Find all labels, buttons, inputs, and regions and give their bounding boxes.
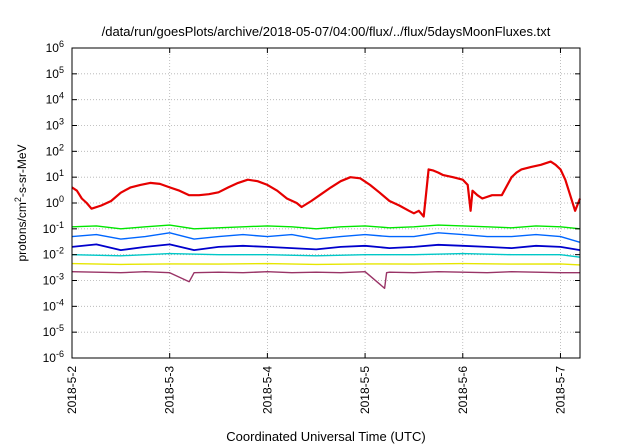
- y-tick-label: 10-4: [43, 297, 64, 313]
- x-tick-label: 2018-5-7: [553, 366, 567, 414]
- y-axis-ticks: 10-6 10-5 10-4 10-3 10-2 10-1 100 101 102 103 104 1…: [43, 39, 580, 365]
- grid: [72, 48, 580, 358]
- y-axis-label-sup: 2: [13, 197, 23, 202]
- y-axis-label: protons/cm2-s-sr-MeV: [13, 144, 29, 261]
- series-line: [71, 262, 581, 266]
- chart-title: /data/run/goesPlots/archive/2018-05-07/0…: [102, 24, 551, 39]
- y-tick-label: 106: [46, 39, 64, 55]
- y-tick-label: 10-3: [43, 272, 64, 288]
- y-tick-label: 102: [46, 142, 64, 158]
- y-tick-label: 100: [46, 194, 64, 210]
- plot-area: [71, 47, 582, 359]
- series-line: [71, 252, 581, 258]
- x-axis-label: Coordinated Universal Time (UTC): [226, 429, 425, 444]
- y-axis-label-base: protons/cm: [15, 202, 29, 261]
- x-tick-label: 2018-5-3: [163, 366, 177, 414]
- x-tick-label: 2018-5-2: [65, 366, 79, 414]
- series-line: [71, 224, 581, 230]
- y-tick-label: 10-1: [43, 220, 64, 236]
- series-line: [71, 160, 582, 218]
- y-tick-label: 10-6: [43, 349, 64, 365]
- series-line: [71, 271, 580, 289]
- x-tick-label: 2018-5-5: [358, 366, 372, 414]
- y-tick-label: 104: [46, 91, 64, 107]
- y-tick-label: 10-5: [43, 323, 64, 339]
- x-tick-label: 2018-5-6: [456, 366, 470, 414]
- plot-border: [71, 47, 581, 359]
- series-line: [71, 232, 581, 243]
- y-tick-label: 105: [46, 65, 64, 81]
- series-lines: [71, 160, 582, 289]
- y-tick-label: 101: [46, 168, 64, 184]
- y-tick-label: 103: [46, 117, 64, 133]
- y-axis-label-rest: -s-sr-MeV: [15, 144, 29, 197]
- x-tick-label: 2018-5-4: [260, 366, 274, 414]
- series-line: [71, 243, 581, 252]
- x-axis-ticks: 2018-5-2 2018-5-3 2018-5-4 2018-5-5 2018-5-6…: [65, 48, 567, 414]
- y-tick-label: 10-2: [43, 246, 64, 262]
